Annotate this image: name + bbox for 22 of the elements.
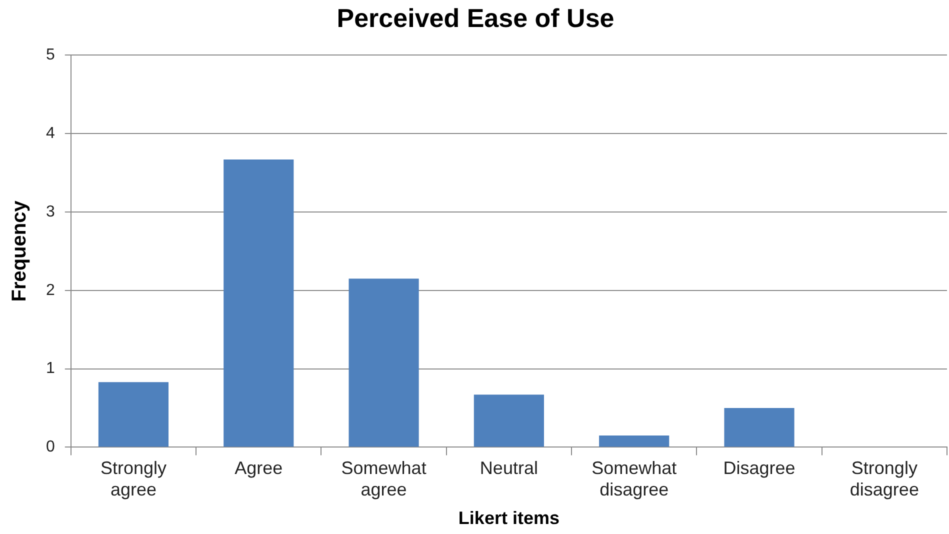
x-tick-label: Strongly disagree [850, 458, 919, 500]
bar [98, 382, 169, 447]
bar [724, 408, 794, 447]
x-tick-label: Disagree [723, 458, 796, 478]
y-tick-label: 5 [46, 46, 55, 64]
y-tick-label: 3 [46, 203, 55, 220]
y-axis-title: Frequency [8, 200, 31, 302]
x-tick-label: Somewhat disagree [592, 458, 677, 500]
bar [599, 435, 670, 447]
x-tick-label: Agree [234, 458, 283, 478]
chart-title: Perceived Ease of Use [336, 2, 614, 33]
x-tick-label: Strongly agree [100, 458, 166, 500]
bar [348, 278, 419, 447]
y-tick-label: 0 [46, 438, 55, 456]
y-tick-label: 1 [46, 360, 55, 378]
bar [474, 394, 544, 447]
y-tick-label: 2 [46, 282, 55, 299]
x-axis-title: Likert items [458, 508, 560, 528]
x-tick-label: Somewhat agree [341, 458, 426, 500]
y-tick-label: 4 [46, 125, 55, 142]
bar [224, 159, 294, 447]
x-tick-label: Neutral [480, 458, 538, 478]
